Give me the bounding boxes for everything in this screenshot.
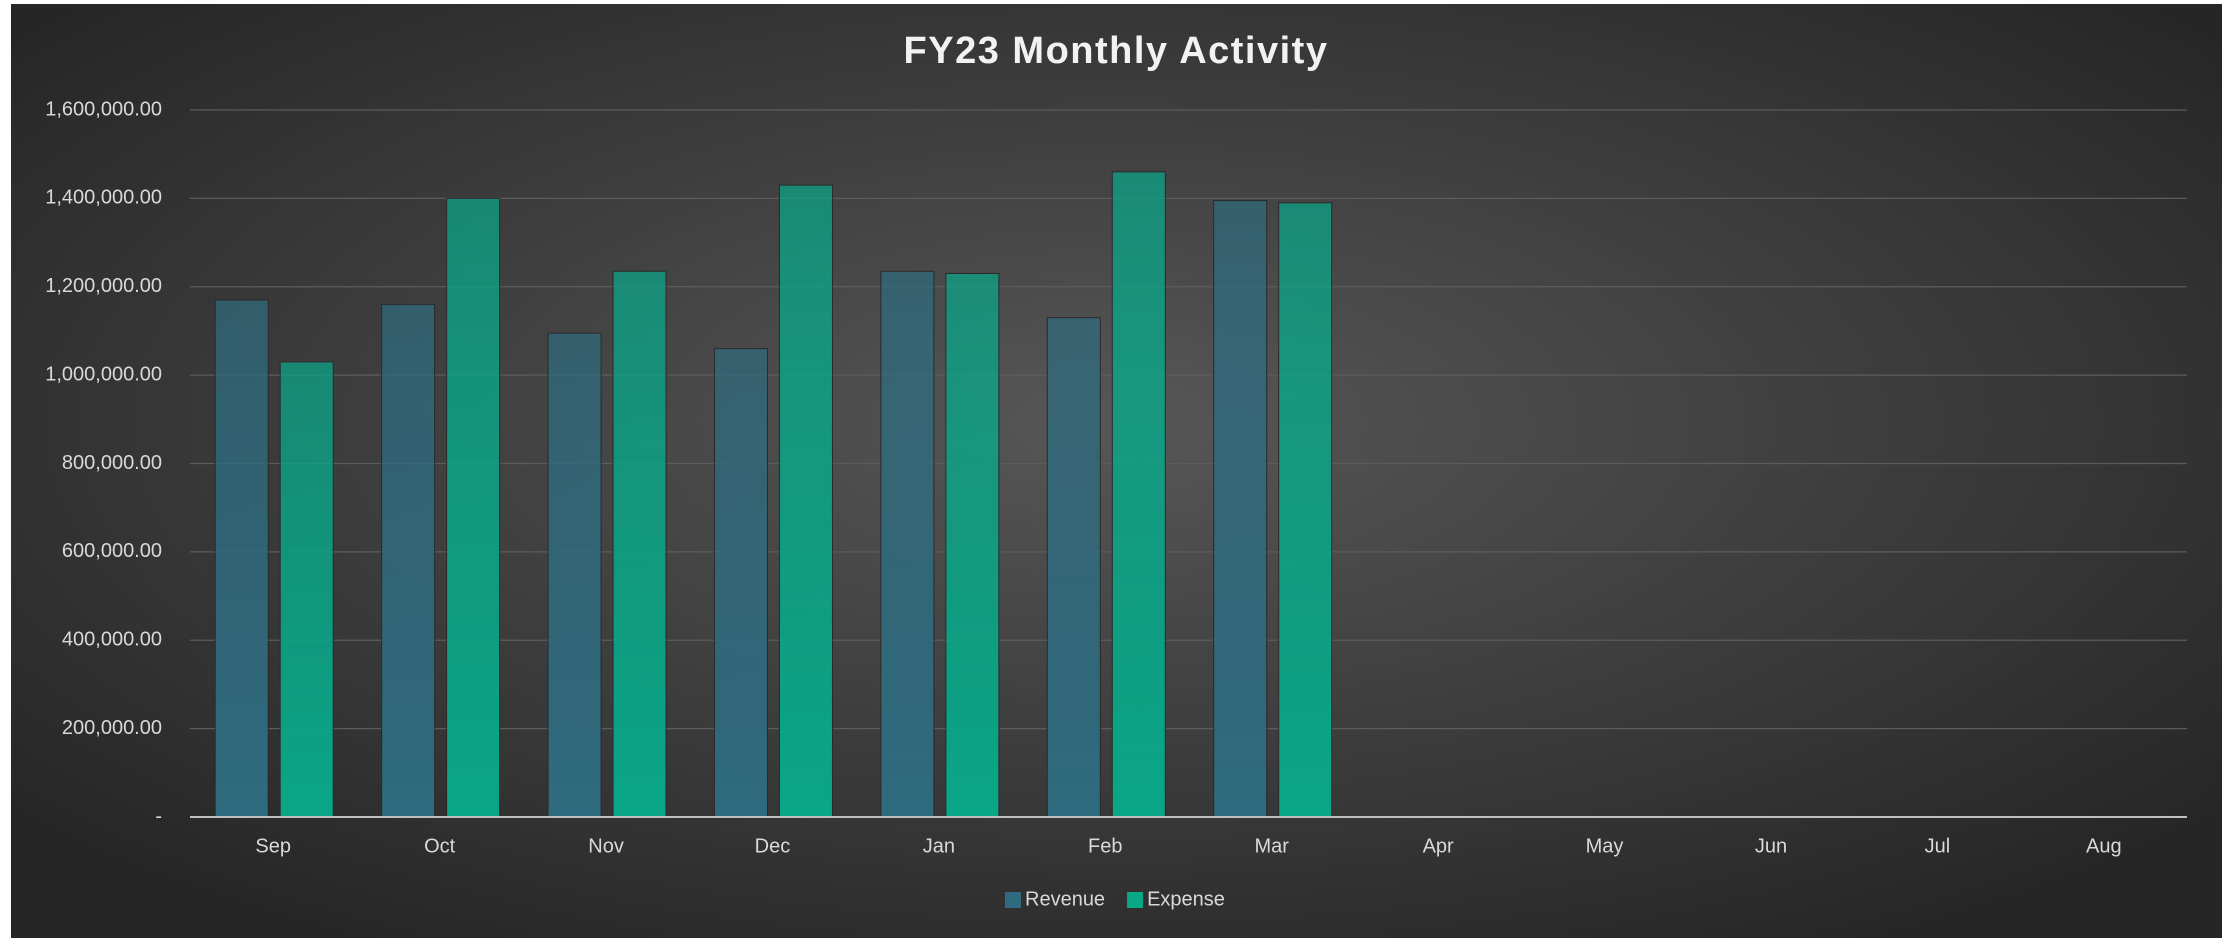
legend-label: Expense (1147, 888, 1225, 910)
x-tick-label: Feb (1088, 835, 1122, 857)
bar (381, 303, 436, 818)
x-tick-label: Jan (923, 835, 955, 857)
bar (1046, 317, 1101, 818)
legend-label: Revenue (1025, 888, 1105, 910)
y-tick-label: 600,000.00 (62, 540, 162, 562)
bar (713, 348, 768, 818)
legend-swatch (1127, 892, 1144, 908)
bar (778, 184, 833, 818)
y-tick-label: 400,000.00 (62, 629, 162, 651)
y-tick-label: 800,000.00 (62, 452, 162, 474)
x-tick-label: Jun (1755, 835, 1787, 857)
x-tick-label: Aug (2086, 835, 2122, 857)
chart-title: FY23 Monthly Activity (904, 30, 1329, 72)
y-tick-label: 1,600,000.00 (45, 98, 162, 120)
x-tick-label: Nov (588, 835, 624, 857)
y-tick-label: 200,000.00 (62, 717, 162, 739)
x-tick-label: Jul (1925, 835, 1951, 857)
bar (1111, 171, 1166, 818)
x-tick-label: Apr (1423, 835, 1454, 857)
x-tick-label: Oct (424, 835, 456, 857)
bar (880, 270, 935, 818)
x-tick-label: Sep (255, 835, 291, 857)
y-tick-label: 1,000,000.00 (45, 363, 162, 385)
bar (1278, 202, 1333, 818)
bar (547, 332, 602, 818)
x-tick-label: Mar (1254, 835, 1289, 857)
bar (1213, 200, 1268, 818)
x-tick-label: Dec (755, 835, 791, 857)
y-tick-label: 1,400,000.00 (45, 187, 162, 209)
y-tick-label: - (155, 805, 162, 827)
bar (446, 197, 501, 818)
bar (612, 270, 667, 818)
bar (214, 299, 269, 818)
bar (945, 272, 1000, 818)
y-tick-label: 1,200,000.00 (45, 275, 162, 297)
x-tick-label: May (1586, 835, 1624, 857)
legend-swatch (1005, 892, 1021, 908)
bar (279, 361, 334, 818)
